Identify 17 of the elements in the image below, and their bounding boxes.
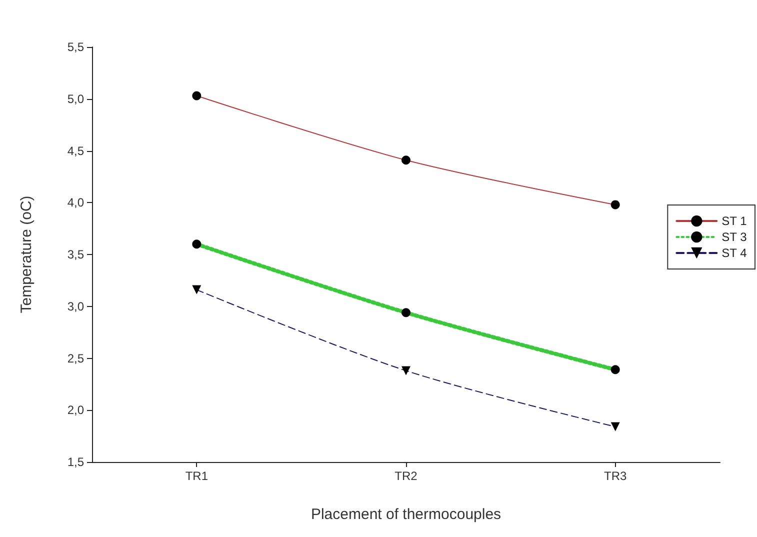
y-tick-label: 4,5 bbox=[67, 144, 84, 158]
legend-label: ST 4 bbox=[722, 246, 748, 260]
y-tick-label: 2,5 bbox=[67, 351, 84, 366]
legend-label: ST 3 bbox=[722, 230, 748, 244]
y-tick-label: 5,0 bbox=[67, 92, 84, 106]
x-tick-label: TR3 bbox=[604, 469, 627, 483]
y-tick-label: 3,5 bbox=[67, 248, 84, 262]
y-axis-title: Temperature (oC) bbox=[18, 196, 35, 314]
y-tick-label: 3,0 bbox=[67, 299, 84, 314]
y-tick-label: 2,0 bbox=[67, 403, 84, 418]
legend-label: ST 1 bbox=[722, 214, 748, 228]
x-tick-label: TR1 bbox=[185, 469, 208, 483]
y-tick-label: 4,0 bbox=[67, 196, 84, 210]
x-axis-title: Placement of thermocouples bbox=[310, 506, 502, 523]
y-tick-label: 5,5 bbox=[67, 40, 84, 54]
y-tick-label: 1,5 bbox=[67, 455, 84, 469]
x-tick-label: TR2 bbox=[394, 469, 418, 483]
